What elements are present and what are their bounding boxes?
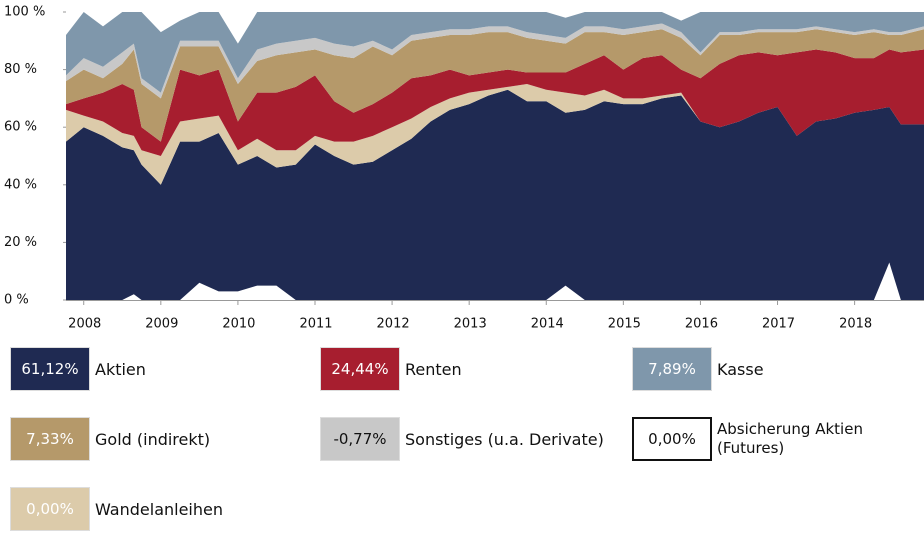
legend-value: 7,33% — [10, 417, 90, 461]
legend-value: 7,89% — [632, 347, 712, 391]
legend-item: 7,89% Kasse — [632, 346, 917, 392]
legend-label: Gold (indirekt) — [95, 429, 211, 449]
legend-label: Kasse — [717, 359, 764, 379]
legend-item: -0,77% Sonstiges (u.a. Derivate) — [320, 416, 605, 462]
legend-item: 0,00% Wandelanleihen — [10, 486, 295, 532]
area — [66, 89, 924, 300]
y-tick-label: 0 % — [4, 293, 29, 308]
legend-label: Renten — [405, 359, 462, 379]
x-tick-label: 2016 — [685, 317, 718, 332]
x-tick-label: 2013 — [454, 317, 487, 332]
area — [66, 23, 924, 99]
legend-label: Aktien — [95, 359, 146, 379]
y-tick-label: 20 % — [4, 235, 37, 250]
legend-item: 24,44% Renten — [320, 346, 605, 392]
legend-value: 0,00% — [10, 487, 90, 531]
legend-value: 0,00% — [632, 417, 712, 461]
x-tick-label: 2012 — [377, 317, 410, 332]
chart: 0 % 20 % 40 % 60 % 80 % 100 % 2008 2009 2010 2011… — [4, 5, 924, 332]
area — [66, 262, 924, 300]
y-tick-label: 40 % — [4, 177, 37, 192]
x-tick-label: 2009 — [145, 317, 178, 332]
x-tick-label: 2011 — [299, 317, 332, 332]
legend-item: 0,00% Absicherung Aktien (Futures) — [632, 416, 907, 462]
legend-item: 7,33% Gold (indirekt) — [10, 416, 295, 462]
area — [66, 29, 924, 142]
legend-label: Sonstiges (u.a. Derivate) — [405, 429, 604, 449]
x-tick-label: 2018 — [839, 317, 872, 332]
y-tick-label: 100 % — [4, 5, 45, 20]
legend-value: -0,77% — [320, 417, 400, 461]
area — [66, 84, 924, 185]
legend-value: 61,12% — [10, 347, 90, 391]
legend-item: 61,12% Aktien — [10, 346, 295, 392]
x-tick-label: 2014 — [531, 317, 564, 332]
y-tick-label: 60 % — [4, 120, 37, 135]
area — [66, 49, 924, 156]
x-tick-label: 2010 — [222, 317, 255, 332]
legend-value: 24,44% — [320, 347, 400, 391]
area — [66, 12, 924, 93]
legend-label: Absicherung Aktien (Futures) — [717, 420, 863, 457]
legend-label: Wandelanleihen — [95, 499, 223, 519]
y-tick-label: 80 % — [4, 62, 37, 77]
x-tick-label: 2015 — [608, 317, 641, 332]
x-tick-label: 2017 — [762, 317, 795, 332]
x-tick-label: 2008 — [68, 317, 101, 332]
